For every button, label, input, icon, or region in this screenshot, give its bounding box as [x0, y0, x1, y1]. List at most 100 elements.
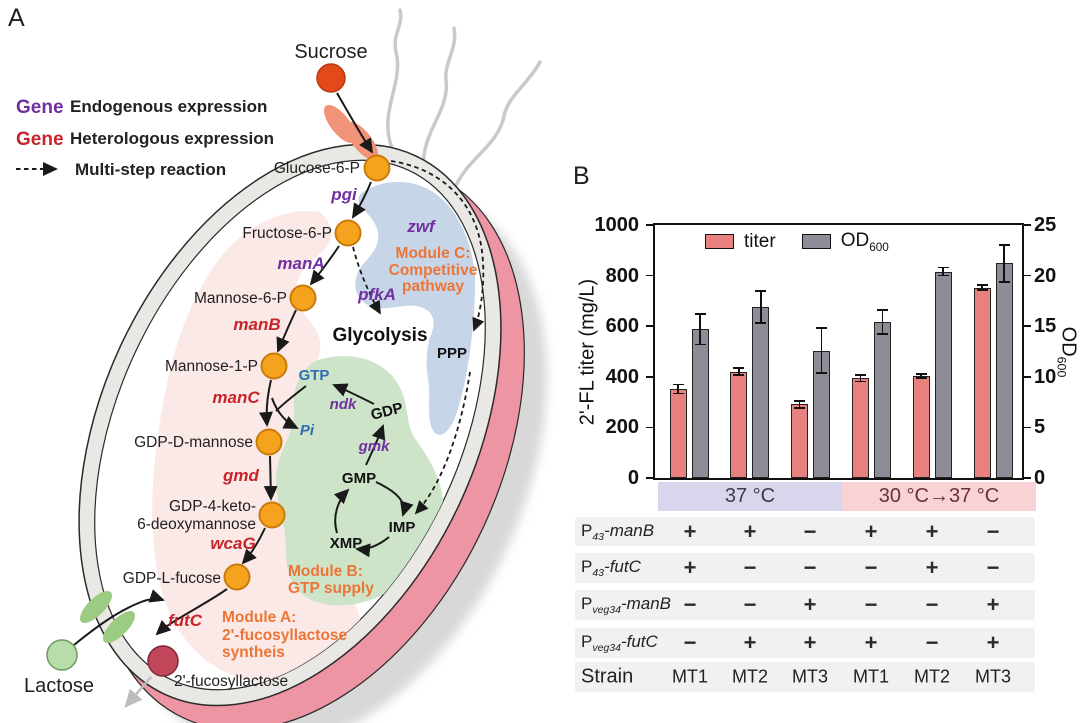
gene-manC: manC	[212, 388, 260, 407]
table-cell: +	[986, 592, 1000, 617]
module-c-region	[355, 181, 476, 435]
right-axis-tick	[1024, 325, 1031, 328]
error-bar	[699, 314, 701, 345]
mannose1p-label: Mannose-1-P	[165, 358, 258, 375]
titer-legend-swatch	[705, 234, 734, 250]
titer-legend-label: titer	[744, 230, 776, 252]
bar-titer-3	[851, 378, 869, 478]
error-bar	[859, 375, 862, 382]
gene-manA: manA	[277, 254, 324, 273]
bar-OD600-4	[934, 271, 952, 478]
mannose6p-label: Mannose-6-P	[194, 290, 287, 307]
right-axis-tick-label: 0	[1034, 467, 1046, 489]
table-cell: +	[683, 555, 697, 580]
left-axis-tick-label: 400	[605, 365, 639, 388]
fructose6p-label: Fructose-6-P	[242, 225, 332, 242]
bar-titer-4	[912, 376, 930, 478]
table-cell: −	[925, 630, 939, 655]
error-bar	[881, 310, 884, 335]
legend-multistep-label: Multi-step reaction	[75, 160, 226, 179]
strain-cell: MT1	[853, 666, 889, 687]
table-row-strain: Strain MT1 MT2 MT3 MT1 MT2 MT3	[575, 662, 1035, 692]
table-cell: +	[925, 518, 939, 544]
module-b-label-line1: Module B:	[288, 563, 363, 580]
strain-cell: MT2	[732, 666, 768, 687]
right-axis-tick	[1024, 224, 1031, 226]
right-axis-tick-label: 5	[1034, 416, 1046, 439]
strain-cell: MT2	[914, 666, 950, 687]
module-c-label-line2: Competitive	[389, 262, 478, 279]
gene-futC: futC	[168, 611, 203, 630]
gdp-4-keto-circle	[258, 501, 286, 529]
module-b-label-line2: GTP supply	[288, 580, 374, 597]
reaction-arrows	[73, 92, 414, 646]
error-bar-cap	[733, 367, 745, 370]
right-axis-tick	[1024, 375, 1031, 378]
module-c-label-line3: pathway	[402, 278, 464, 295]
table-cell: +	[803, 630, 817, 655]
strain-cell: MT3	[792, 666, 828, 687]
mannose6p-circle	[289, 284, 317, 312]
ppp-label: PPP	[437, 345, 467, 362]
gdp-l-fucose-circle	[223, 563, 251, 591]
error-bar-cap	[976, 284, 988, 286]
lactose-transporter	[79, 590, 136, 644]
gene-gmd: gmd	[222, 466, 260, 485]
module-b-region	[275, 356, 444, 606]
fructose6p-circle	[334, 219, 362, 247]
left-axis-tick-label: 0	[627, 467, 639, 489]
table-cell: −	[743, 592, 757, 617]
glycolysis-label: Glycolysis	[332, 325, 427, 346]
table-row-label: P43-manB	[581, 520, 655, 543]
left-axis-tick	[646, 325, 653, 328]
bar-OD600-0	[691, 329, 709, 478]
module-a-label-line3: syntheis	[222, 644, 285, 661]
left-axis-tick-label: 200	[605, 416, 639, 439]
bar-titer-2	[791, 404, 809, 478]
table-cell: −	[864, 555, 878, 580]
panel-a-label: A	[8, 4, 25, 32]
od-legend-label: OD600	[840, 230, 889, 254]
right-axis-tick-label: 25	[1034, 214, 1057, 236]
error-bar-cap	[816, 327, 828, 330]
bar-chart-plot-area: 2'-FL titer (mg/L) OD600 titer OD600 0 20…	[577, 214, 1080, 489]
fucosyllactose-label: 2'-fucosyllactose	[174, 673, 288, 690]
left-axis-tick-label: 600	[605, 315, 639, 338]
left-axis-tick	[646, 477, 653, 479]
right-axis-tick	[1024, 274, 1031, 277]
table-row-label: P43-futC	[581, 556, 641, 580]
flagella	[386, 8, 542, 198]
gtp-label: GTP	[299, 367, 330, 384]
gdp-l-fucose-label: GDP-L-fucose	[123, 570, 221, 587]
error-bar	[738, 368, 740, 376]
left-axis-tick	[646, 224, 653, 226]
strain-row-label: Strain	[581, 665, 634, 688]
od-legend-swatch	[801, 234, 831, 250]
gene-pgi: pgi	[330, 185, 358, 204]
sucrose-label: Sucrose	[294, 41, 367, 63]
table-cell: +	[864, 518, 878, 544]
table-cell: −	[925, 592, 939, 617]
table-row-label: Pveg34-manB	[581, 593, 672, 617]
error-bar-cap	[733, 374, 745, 377]
right-axis-tick-label: 20	[1034, 264, 1057, 287]
gdp-d-mannose-label: GDP-D-mannose	[134, 434, 253, 451]
panel-b-label: B	[573, 162, 590, 190]
legend-gene-endogenous: Gene	[16, 97, 64, 118]
left-axis-title: 2'-FL titer (mg/L)	[576, 278, 599, 425]
error-bar-cap	[672, 392, 684, 395]
sucrose-circle	[316, 63, 346, 93]
bar-titer-1	[730, 371, 748, 478]
gene-gmk: gmk	[358, 438, 391, 455]
error-bar	[677, 384, 679, 394]
table-cell: −	[803, 555, 817, 580]
xmp-label: XMP	[330, 535, 363, 552]
bar-OD600-1	[752, 306, 770, 478]
table-cell: −	[683, 592, 697, 617]
table-cell: +	[743, 518, 757, 544]
mannose1p-circle	[260, 352, 288, 380]
legend-gene-heterologous: Gene	[16, 129, 64, 150]
gene-ndk: ndk	[330, 396, 357, 413]
right-axis-tick	[1024, 426, 1031, 429]
